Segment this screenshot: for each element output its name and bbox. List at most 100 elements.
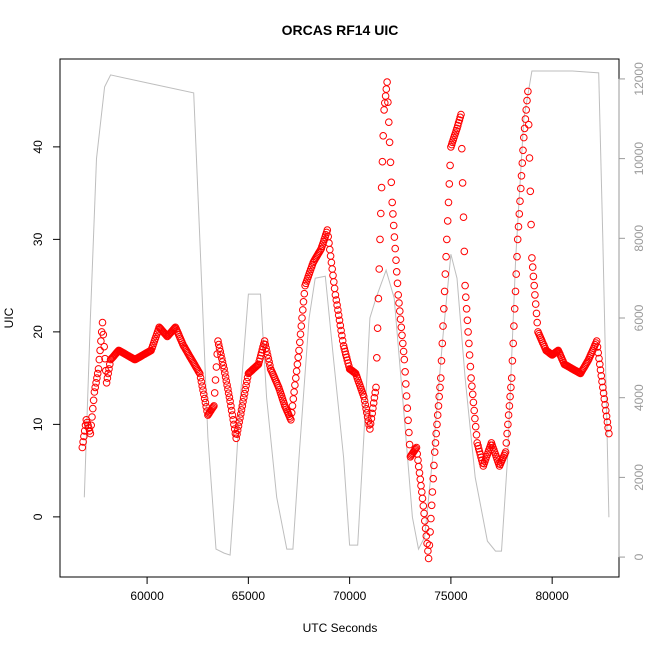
uic-point (385, 118, 393, 126)
uic-point (508, 357, 517, 365)
uic-point (398, 331, 406, 340)
uic-point (260, 337, 269, 345)
x-tick-label: 80000 (535, 589, 569, 603)
uic-point (458, 144, 466, 153)
uic-point (418, 488, 426, 496)
uic-point (471, 414, 479, 423)
uic-point (242, 381, 250, 390)
uic-point (214, 340, 223, 349)
uic-point (265, 358, 273, 366)
x-tick-label: 75000 (434, 589, 468, 603)
uic-point (98, 318, 107, 327)
uic-point (222, 377, 231, 385)
uic-point (237, 406, 246, 414)
uic-point (437, 357, 446, 365)
uic-point (210, 389, 219, 397)
uic-point (342, 353, 351, 362)
uic-point (394, 291, 403, 299)
uic-point (326, 245, 334, 254)
uic-point (214, 337, 222, 345)
y2-tick-label: 6000 (632, 304, 646, 331)
uic-point (340, 344, 349, 353)
uic-point (373, 324, 382, 333)
uic-point (422, 532, 431, 540)
uic-point (596, 360, 604, 369)
uic-point (361, 400, 370, 409)
y2-tick-label: 4000 (632, 384, 646, 411)
uic-point (216, 347, 225, 356)
uic-point (337, 326, 345, 335)
uic-point (528, 254, 536, 262)
uic-point (436, 383, 444, 392)
uic-point (402, 392, 411, 400)
uic-point (439, 322, 447, 330)
uic-point (475, 447, 484, 456)
uic-point (211, 376, 220, 384)
uic-point (266, 361, 274, 370)
uic-point (602, 412, 611, 421)
uic-point (332, 296, 341, 304)
uic-point (363, 409, 371, 417)
uic-point (327, 258, 336, 267)
uic-point (524, 87, 532, 96)
uic-point (198, 382, 206, 390)
uic-point (225, 393, 234, 402)
uic-point (419, 502, 428, 510)
uic-point (602, 406, 610, 415)
uic-point (78, 443, 87, 452)
uic-point (510, 322, 518, 330)
uic-point (365, 421, 373, 429)
uic-point (223, 381, 231, 389)
uic-point (344, 359, 352, 367)
uic-point (423, 539, 431, 548)
uic-point (598, 377, 606, 386)
uic-point (99, 330, 108, 339)
uic-point (377, 183, 386, 192)
uic-point (461, 281, 469, 290)
uic-point (289, 395, 298, 403)
uic-point (212, 363, 221, 371)
uic-point (523, 96, 531, 105)
uic-point (300, 289, 309, 298)
uic-point (426, 528, 434, 536)
uic-point (226, 397, 234, 406)
uic-point (504, 420, 512, 429)
y-axis-right: 0 2000 4000 6000 8000 10000 12000 (618, 62, 646, 560)
uic-point (520, 124, 529, 133)
uic-point (472, 431, 481, 439)
uic-point (399, 339, 407, 348)
uic-point (599, 389, 608, 398)
uic-point (432, 429, 441, 438)
uic-point (378, 157, 387, 166)
uic-point (433, 411, 442, 419)
uic-point (443, 235, 451, 244)
uic-point (330, 284, 339, 293)
uic-point (235, 418, 243, 426)
uic-point (420, 509, 428, 518)
uic-point (387, 178, 396, 187)
y-axis-left: 0 10 20 30 40 (31, 140, 61, 520)
uic-point (384, 98, 392, 106)
uic-point (199, 386, 207, 394)
uic-point (593, 343, 602, 351)
uic-point (329, 271, 337, 280)
uic-point (228, 411, 237, 419)
uic-point (224, 389, 233, 398)
uic-point (502, 439, 511, 447)
uic-point (390, 233, 399, 241)
uic-point (443, 217, 452, 225)
uic-point (221, 373, 230, 381)
y-tick-label: 0 (31, 513, 45, 520)
uic-point (459, 213, 468, 221)
uic-point (605, 429, 613, 438)
uic-point (239, 398, 247, 406)
y-tick-label: 30 (31, 232, 45, 246)
uic-point (264, 354, 273, 363)
y2-tick-label: 2000 (632, 464, 646, 491)
uic-point (503, 429, 511, 438)
uic-point (509, 339, 518, 348)
uic-point (465, 339, 473, 348)
y2-tick-label: 0 (632, 553, 646, 560)
uic-point (411, 446, 419, 454)
uic-point (336, 321, 345, 330)
